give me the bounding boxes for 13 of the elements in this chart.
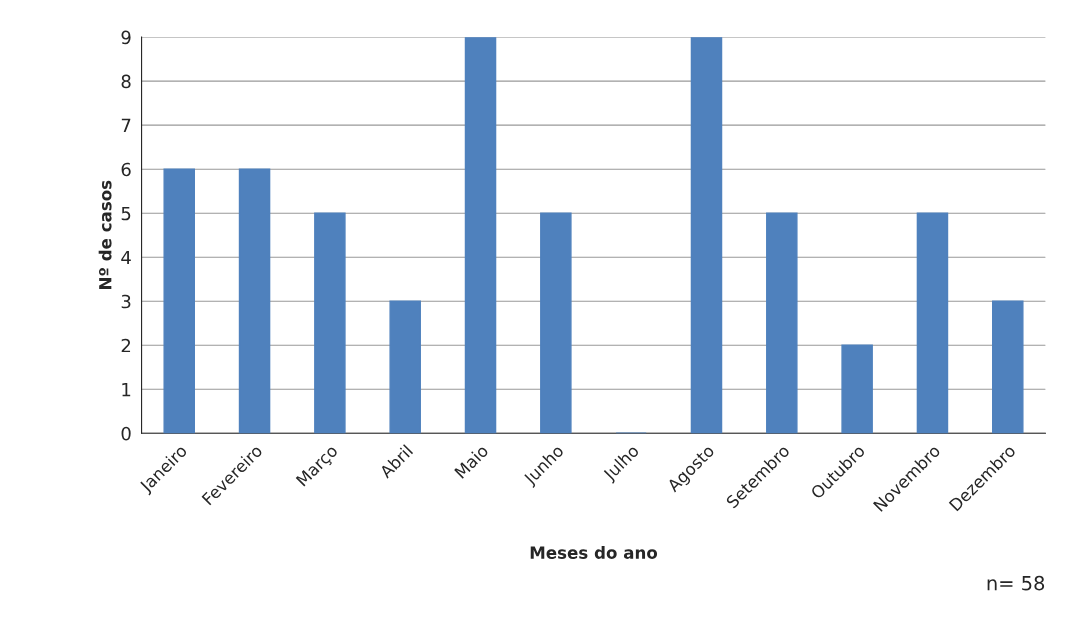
y-axis-title: Nº de casos [98,180,112,289]
x-axis-title: Meses do ano [530,545,658,559]
y-tick-label: 2 [121,338,131,353]
y-tick-label: 8 [121,74,131,89]
y-tick-label: 1 [122,382,131,397]
y-tick-label: 5 [121,206,131,221]
y-tick-label: 0 [121,426,131,441]
text: n= 58 [987,575,1045,591]
y-tick-label: 3 [121,294,131,309]
y-tick-label: 4 [121,250,131,265]
y-tick-label: 6 [121,162,131,177]
y-tick-label: 9 [121,30,131,45]
y-tick-label: 7 [121,118,131,133]
